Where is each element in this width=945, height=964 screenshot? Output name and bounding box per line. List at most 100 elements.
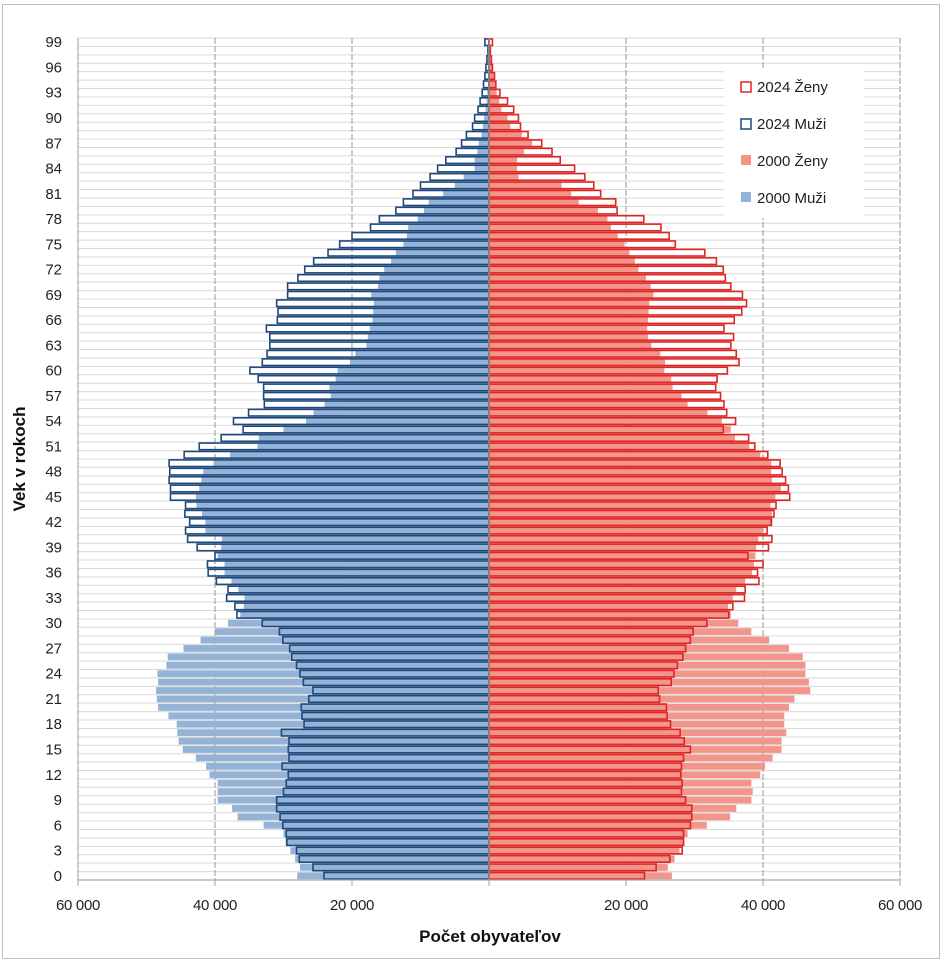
bar-2000-muzi-age-19 [168,712,490,720]
bar-2000-zeny-age-64 [489,333,648,341]
bar-2000-muzi-age-45 [195,493,489,501]
bar-2000-zeny-age-53 [489,426,731,433]
legend-label-2024-muzi: 2024 Muži [757,116,826,133]
bar-2000-muzi-age-24 [157,670,489,678]
bar-2000-muzi-age-43 [201,510,490,518]
bar-2000-zeny-age-45 [489,493,776,501]
legend-label-2024-zeny: 2024 Ženy [757,79,828,96]
bar-2000-zeny-age-35 [489,577,746,585]
bar-2000-muzi-age-59 [335,375,489,383]
bar-2000-muzi-age-0 [297,872,489,880]
bar-2000-muzi-age-62 [355,350,489,358]
bar-2000-muzi-age-46 [199,485,489,492]
y-axis-title: Vek v rokoch [10,407,29,512]
bar-2000-zeny-age-37 [489,560,755,568]
legend-item-2000-zeny: 2000 Ženy [741,153,828,170]
bar-2000-zeny-age-2 [489,855,675,863]
y-tick-label: 93 [45,85,62,102]
x-tick-label: 40 000 [741,897,785,914]
bar-2000-muzi-age-9 [217,796,490,804]
bar-2000-zeny-age-62 [489,350,661,358]
bar-2000-zeny-age-93 [489,89,497,97]
bar-2000-muzi-age-27 [183,645,490,652]
bar-2000-zeny-age-71 [489,274,646,282]
bar-2000-muzi-age-52 [258,434,489,442]
bar-2000-zeny-age-17 [489,729,787,737]
bar-2000-muzi-age-30 [228,619,489,627]
bar-2000-muzi-age-36 [224,569,489,577]
y-tick-label: 39 [45,539,62,556]
bar-2000-zeny-age-36 [489,569,753,577]
bar-2000-muzi-age-84 [474,165,489,172]
bar-2000-muzi-age-78 [417,215,489,223]
bar-2000-zeny-age-63 [489,341,652,349]
bar-2000-zeny-age-85 [489,156,518,164]
y-tick-label: 0 [54,868,62,885]
bar-2000-muzi-age-31 [240,611,489,619]
bar-2000-muzi-age-69 [371,291,489,299]
bar-2000-zeny-age-44 [489,501,771,509]
bar-2000-muzi-age-53 [283,426,489,433]
y-tick-label: 60 [45,363,62,380]
x-tick-label: 20 000 [330,897,374,914]
bar-2000-muzi-age-64 [367,333,489,341]
bar-2000-muzi-age-34 [238,586,489,593]
bar-2000-zeny-age-47 [489,476,772,484]
y-tick-label: 96 [45,59,62,76]
bar-2000-zeny-age-3 [489,847,680,854]
legend-swatch-2024-muzi [740,118,752,130]
x-tick-label: 60 000 [878,897,922,914]
bar-2000-muzi-age-89 [482,123,489,130]
bar-2000-muzi-age-66 [372,316,489,324]
bar-2000-zeny-age-38 [489,552,756,560]
bar-2000-zeny-age-96 [489,64,493,71]
bar-2000-muzi-age-90 [484,114,489,122]
bar-2000-muzi-age-12 [209,771,489,779]
bar-2000-muzi-age-21 [156,695,489,703]
bar-2000-muzi-age-33 [244,594,489,602]
bar-2000-muzi-age-74 [395,249,489,257]
legend-swatch-2000-zeny [741,155,751,165]
bar-2000-muzi-age-61 [349,358,489,366]
bar-2000-muzi-age-18 [176,720,489,728]
bar-2000-zeny-age-34 [489,586,737,593]
bar-2000-muzi-age-3 [290,847,489,854]
bar-2000-muzi-age-10 [217,788,490,795]
bar-2000-muzi-age-37 [224,560,489,568]
bar-2000-muzi-age-85 [474,156,489,164]
y-tick-label: 36 [45,565,62,582]
y-tick-label: 63 [45,337,62,354]
bar-2000-muzi-age-82 [454,181,489,189]
bar-2000-muzi-age-25 [166,661,490,669]
y-tick-label: 21 [45,691,62,708]
bar-2000-zeny-age-76 [489,232,618,240]
x-tick-labels: 60 000 40 000 20 000 20 000 40 000 60 000 [56,897,922,914]
bar-2000-muzi-age-40 [221,535,489,543]
legend-swatch-2024-zeny [740,81,752,93]
y-tick-label: 69 [45,287,62,304]
bar-2000-zeny-age-0 [489,872,672,880]
bar-2000-zeny-age-15 [489,746,782,753]
bar-2000-muzi-age-44 [196,501,489,509]
bar-2000-muzi-age-22 [156,687,489,694]
legend-item-2024-zeny: 2024 Ženy [740,79,828,96]
y-tick-label: 81 [45,186,62,203]
y-tick-label: 18 [45,716,62,733]
bar-2000-zeny-age-24 [489,670,806,678]
bar-2000-zeny-age-20 [489,703,790,711]
y-tick-label: 6 [54,817,62,834]
bar-2000-zeny-age-28 [489,636,770,644]
legend-item-2024-muzi: 2024 Muži [740,116,826,133]
bar-2000-muzi-age-26 [167,653,490,661]
bar-2000-muzi-age-87 [478,139,489,147]
x-tick-label: 40 000 [193,897,237,914]
x-tick-label: 60 000 [56,897,100,914]
bar-2000-zeny-age-1 [489,863,668,871]
bar-2000-zeny-age-73 [489,257,635,265]
bar-2000-zeny-age-87 [489,139,533,147]
bar-2000-zeny-age-77 [489,224,611,231]
bar-2000-zeny-age-97 [489,55,492,63]
bar-2000-zeny-age-91 [489,106,502,113]
bar-2000-zeny-age-7 [489,813,731,821]
bar-2000-zeny-age-13 [489,762,766,770]
